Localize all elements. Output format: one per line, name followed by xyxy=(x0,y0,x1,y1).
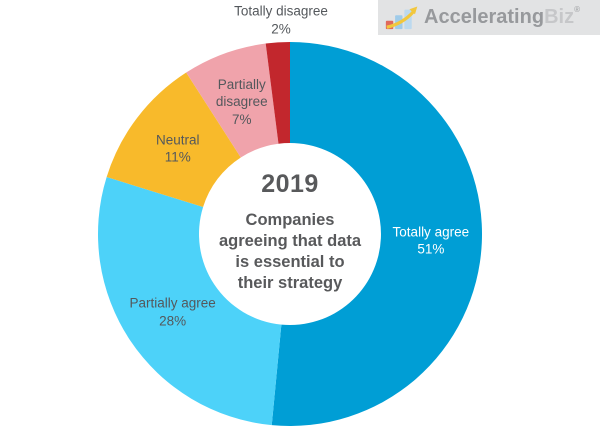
slice-totally-disagree xyxy=(265,41,290,144)
brand-name: AcceleratingBiz® xyxy=(424,6,580,29)
slice-partially-agree xyxy=(98,176,282,426)
center-year: 2019 xyxy=(261,170,319,198)
center-subtitle: Companies agreeing that data is essentia… xyxy=(218,211,362,292)
slice-neutral xyxy=(106,72,241,207)
slice-label-totally-agree: Totally agree 51% xyxy=(392,224,470,257)
slice-totally-agree xyxy=(271,42,483,426)
slice-label-partially-disagree: Partially disagree 7% xyxy=(215,76,268,127)
slice-partially-disagree xyxy=(186,43,279,158)
brand-logo: AcceleratingBiz® xyxy=(378,0,600,35)
brand-name-secondary: Biz xyxy=(544,6,575,28)
growth-chart-icon xyxy=(385,5,418,29)
slice-label-partially-agree: Partially agree 28% xyxy=(129,295,216,329)
brand-name-primary: Accelerating xyxy=(424,6,545,28)
chart-center-text: 2019 Companies agreeing that data is ess… xyxy=(201,170,379,294)
slice-label-neutral: Neutral 11% xyxy=(156,132,200,165)
registered-mark: ® xyxy=(574,5,580,14)
slice-label-totally-disagree: Totally disagree 2% xyxy=(234,3,328,37)
